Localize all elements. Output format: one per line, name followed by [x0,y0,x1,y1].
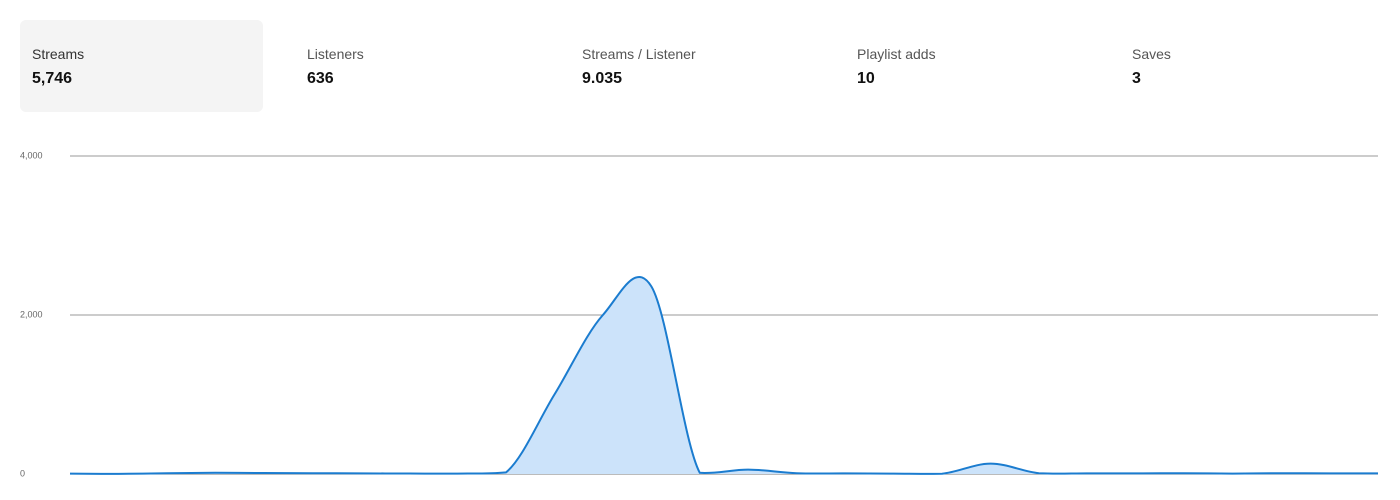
stat-value: 10 [857,70,875,87]
stat-tile[interactable]: Saves 3 [1120,20,1363,112]
y-tick-label: 0 [20,468,25,478]
stat-tiles: Streams 5,746 Listeners 636 Streams / Listen… [20,20,1395,112]
stat-tile[interactable]: Streams / Listener 9.035 [570,20,813,112]
line [69,276,1379,475]
stat-label: Playlist adds [857,46,936,62]
stat-label: Streams / Listener [582,46,696,62]
stat-label: Streams [32,46,85,62]
stat-label: Listeners [307,46,364,62]
area-fill [70,276,1378,474]
stat-value: 5,746 [32,70,73,87]
y-tick-label: 4,000 [20,150,43,160]
stat-value: 3 [1132,70,1141,87]
stat-tile[interactable]: Streams 5,746 [20,20,263,112]
y-tick-label: 2,000 [20,309,43,319]
stat-tile[interactable]: Playlist adds 10 [845,20,1088,112]
stat-value: 9.035 [582,70,623,87]
stat-tile[interactable]: Listeners 636 [295,20,538,112]
stat-value: 636 [307,70,334,87]
stat-label: Saves [1132,46,1171,62]
